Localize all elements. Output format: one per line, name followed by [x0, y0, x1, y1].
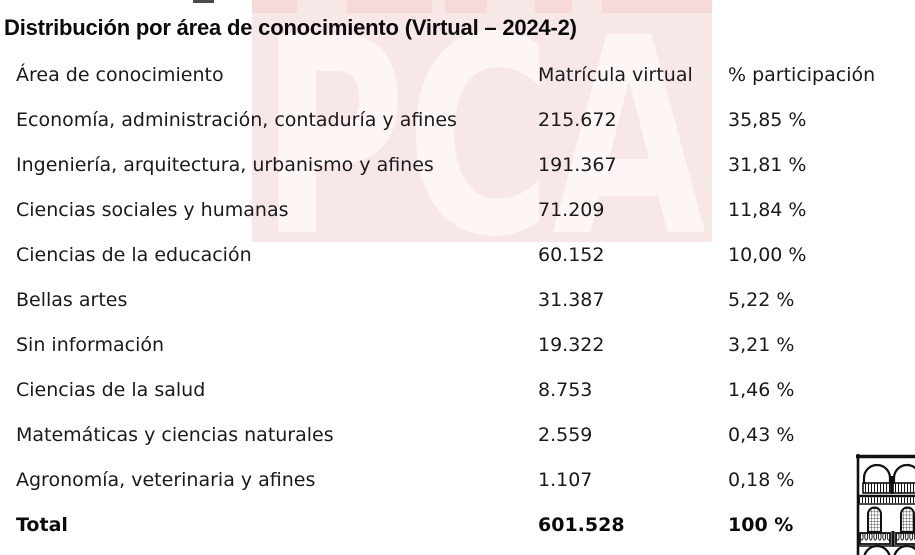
table-total-row: Total 601.528 100 %	[0, 502, 915, 547]
matricula-cell: 31.387	[538, 288, 605, 311]
total-label: Total	[16, 513, 68, 536]
matricula-cell: 71.209	[538, 198, 605, 221]
area-cell: Ciencias de la salud	[16, 378, 206, 401]
table-row: Bellas artes 31.387 5,22 %	[0, 277, 915, 322]
watermark-top-accent	[252, 0, 297, 13]
page-title: Distribución por área de conocimiento (V…	[4, 15, 577, 40]
pct-cell: 5,22 %	[728, 288, 795, 311]
pca-watermark: PCA	[252, 0, 712, 242]
watermark-top-accent	[602, 0, 712, 13]
total-matricula: 601.528	[538, 513, 625, 536]
header-matricula: Matrícula virtual	[538, 63, 693, 86]
area-cell: Economía, administración, contaduría y a…	[16, 108, 457, 131]
pct-cell: 0,43 %	[728, 423, 795, 446]
matricula-cell: 19.322	[538, 333, 605, 356]
header-area: Área de conocimiento	[16, 63, 224, 86]
table-row: Ciencias de la educación 60.152 10,00 %	[0, 232, 915, 277]
pct-cell: 0,18 %	[728, 468, 795, 491]
pct-cell: 10,00 %	[728, 243, 807, 266]
table-row: Ciencias de la salud 8.753 1,46 %	[0, 367, 915, 412]
area-cell: Matemáticas y ciencias naturales	[16, 423, 334, 446]
matricula-cell: 2.559	[538, 423, 593, 446]
matricula-cell: 1.107	[538, 468, 593, 491]
university-building-icon	[855, 454, 915, 555]
area-cell: Ingeniería, arquitectura, urbanismo y af…	[16, 153, 434, 176]
area-cell: Sin información	[16, 333, 165, 356]
table-header-row: Área de conocimiento Matrícula virtual %…	[0, 52, 915, 97]
matricula-cell: 215.672	[538, 108, 617, 131]
watermark-text: PCA	[260, 0, 707, 242]
table-row: Ciencias sociales y humanas 71.209 11,84…	[0, 187, 915, 232]
pct-cell: 11,84 %	[728, 198, 807, 221]
pct-cell: 31,81 %	[728, 153, 807, 176]
table-row: Matemáticas y ciencias naturales 2.559 0…	[0, 412, 915, 457]
area-cell: Agronomía, veterinaria y afines	[16, 468, 316, 491]
matricula-cell: 8.753	[538, 378, 593, 401]
table-row: Ingeniería, arquitectura, urbanismo y af…	[0, 142, 915, 187]
watermark-top-accent	[445, 0, 487, 13]
area-cell: Ciencias sociales y humanas	[16, 198, 289, 221]
watermark-top-accent	[347, 0, 432, 13]
pct-cell: 1,46 %	[728, 378, 795, 401]
header-pct: % participación	[728, 63, 876, 86]
pct-cell: 3,21 %	[728, 333, 795, 356]
area-cell: Ciencias de la educación	[16, 243, 252, 266]
table-row: Agronomía, veterinaria y afines 1.107 0,…	[0, 457, 915, 502]
table-row: Economía, administración, contaduría y a…	[0, 97, 915, 142]
distribution-table: Área de conocimiento Matrícula virtual %…	[0, 52, 915, 547]
table-row: Sin información 19.322 3,21 %	[0, 322, 915, 367]
total-pct: 100 %	[728, 513, 794, 536]
matricula-cell: 191.367	[538, 153, 617, 176]
clipped-content-mark	[193, 0, 214, 3]
matricula-cell: 60.152	[538, 243, 605, 266]
pct-cell: 35,85 %	[728, 108, 807, 131]
watermark-letters-graphic: PCA	[260, 0, 707, 242]
watermark-top-accent	[535, 0, 572, 13]
area-cell: Bellas artes	[16, 288, 128, 311]
